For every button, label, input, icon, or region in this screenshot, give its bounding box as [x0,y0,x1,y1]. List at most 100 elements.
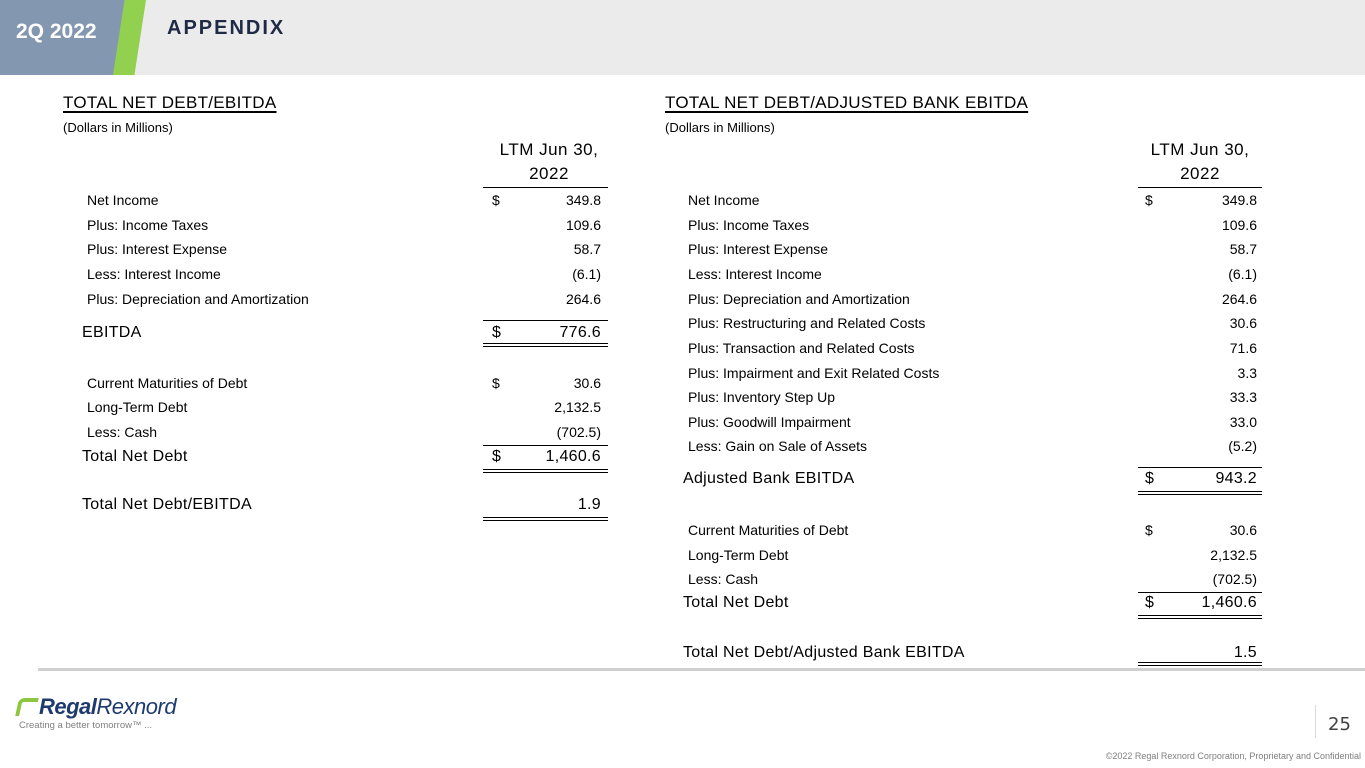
row-label: Plus: Inventory Step Up [688,389,836,405]
row-value: 349.8 [1221,192,1257,208]
table-row: Plus: Goodwill Impairment 33.0 [688,412,1257,432]
table-row: Plus: Transaction and Related Costs 71.6 [688,338,1257,358]
row-label: Less: Interest Income [87,266,221,282]
row-label: Long-Term Debt [87,399,188,415]
row-label: Plus: Income Taxes [688,217,810,233]
row-label: Plus: Goodwill Impairment [688,414,851,430]
row-value: 3.3 [1237,365,1257,381]
row-label: Current Maturities of Debt [87,375,248,391]
row-value: 2,132.5 [1210,547,1257,563]
row-value: (702.5) [556,424,601,440]
row-value: 1.9 [577,496,601,513]
row-label: Less: Gain on Sale of Assets [688,438,867,454]
right-section-title: TOTAL NET DEBT/ADJUSTED BANK EBITDA [665,93,1029,112]
currency-symbol: $ [1145,192,1153,208]
table-row: Less: Gain on Sale of Assets (5.2) [688,436,1257,456]
currency-symbol: $ [1145,522,1153,538]
row-value: 33.0 [1229,414,1257,430]
row-value: (702.5) [1212,571,1257,587]
row-value: 33.3 [1229,389,1257,405]
table-row: Plus: Impairment and Exit Related Costs 3… [688,363,1257,383]
row-label: Adjusted Bank EBITDA [683,470,855,487]
table-row: Adjusted Bank EBITDA $943.2 [683,469,1257,489]
row-value: (5.2) [1228,438,1257,454]
row-value: 264.6 [565,291,601,307]
right-subtitle: (Dollars in Millions) [665,120,775,135]
row-label: Less: Interest Income [688,266,822,282]
tagline: Creating a better tomorrow™ ... [19,720,153,731]
table-row: Plus: Depreciation and Amortization 264.6 [688,289,1257,309]
page-title: APPENDIX [167,17,286,39]
table-row: Less: Interest Income (6.1) [87,264,601,284]
row-value: 30.6 [573,375,601,391]
table-row: Plus: Depreciation and Amortization 264.6 [87,289,601,309]
table-row: Less: Cash (702.5) [87,422,601,442]
logo-mark-icon [15,698,39,716]
row-label: Less: Cash [87,424,158,440]
double-rule-line [483,343,608,347]
row-label: Plus: Depreciation and Amortization [688,291,910,307]
row-value: 2,132.5 [554,399,601,415]
logo-text-rexnord: Rexnord [96,694,177,719]
rule-line [483,187,608,188]
table-row: Long-Term Debt 2,132.5 [688,545,1257,565]
period-box [0,0,125,75]
table-row: Less: Interest Income (6.1) [688,264,1257,284]
table-row: Net Income $349.8 [688,190,1257,210]
table-row: Total Net Debt/Adjusted Bank EBITDA 1.5 [683,643,1257,663]
header-bar: 2Q 2022 APPENDIX [0,0,1365,75]
currency-symbol: $ [1145,594,1155,611]
table-row: Total Net Debt/EBITDA 1.9 [82,495,601,515]
double-rule-line [1138,615,1262,619]
currency-symbol: $ [492,375,500,391]
rule-line [1138,592,1262,593]
table-row: Current Maturities of Debt $30.6 [87,373,601,393]
copyright: ©2022 Regal Rexnord Corporation, Proprie… [1105,751,1361,761]
double-rule-line [483,517,608,521]
rule-line [483,320,608,321]
rule-line [1138,467,1262,468]
row-value: 58.7 [573,241,601,257]
left-column-header: LTM Jun 30, 2022 [483,138,615,186]
row-label: Plus: Interest Expense [87,241,228,257]
table-row: Plus: Income Taxes 109.6 [87,215,601,235]
row-label: Total Net Debt [82,448,188,465]
column-header-line1: LTM Jun 30, [499,140,599,159]
page-number-divider [1315,705,1316,738]
logo-text-regal: Regal [39,694,97,719]
table-row: Total Net Debt $1,460.6 [683,593,1257,613]
row-value: 71.6 [1229,340,1257,356]
row-value: 1.5 [1233,644,1257,661]
row-value: 1,460.6 [1201,594,1257,611]
row-value: 109.6 [565,217,601,233]
row-label: Plus: Restructuring and Related Costs [688,315,926,331]
row-label: Less: Cash [688,571,759,587]
row-value: 30.6 [1229,522,1257,538]
row-label: EBITDA [82,324,142,341]
row-label: Plus: Interest Expense [688,241,829,257]
row-label: Plus: Transaction and Related Costs [688,340,915,356]
row-label: Total Net Debt/EBITDA [82,496,252,513]
table-row: Plus: Income Taxes 109.6 [688,215,1257,235]
row-value: (6.1) [572,266,601,282]
double-rule-line [1138,491,1262,495]
table-row: Less: Cash (702.5) [688,569,1257,589]
row-value: 349.8 [565,192,601,208]
double-rule-line [483,469,608,473]
row-label: Current Maturities of Debt [688,522,849,538]
table-row: Plus: Inventory Step Up 33.3 [688,387,1257,407]
row-value: 58.7 [1229,241,1257,257]
currency-symbol: $ [492,324,502,341]
table-row: Current Maturities of Debt $30.6 [688,520,1257,540]
table-row: Net Income $349.8 [87,190,601,210]
column-header-line2: 2022 [1180,164,1220,183]
left-subtitle: (Dollars in Millions) [63,120,173,135]
row-value: 264.6 [1221,291,1257,307]
page-number: 25 [1328,714,1351,735]
currency-symbol: $ [1145,470,1155,487]
row-label: Long-Term Debt [688,547,789,563]
rule-line [1138,187,1262,188]
column-header-line2: 2022 [529,164,569,183]
row-label: Net Income [688,192,760,208]
period-label: 2Q 2022 [16,20,97,43]
